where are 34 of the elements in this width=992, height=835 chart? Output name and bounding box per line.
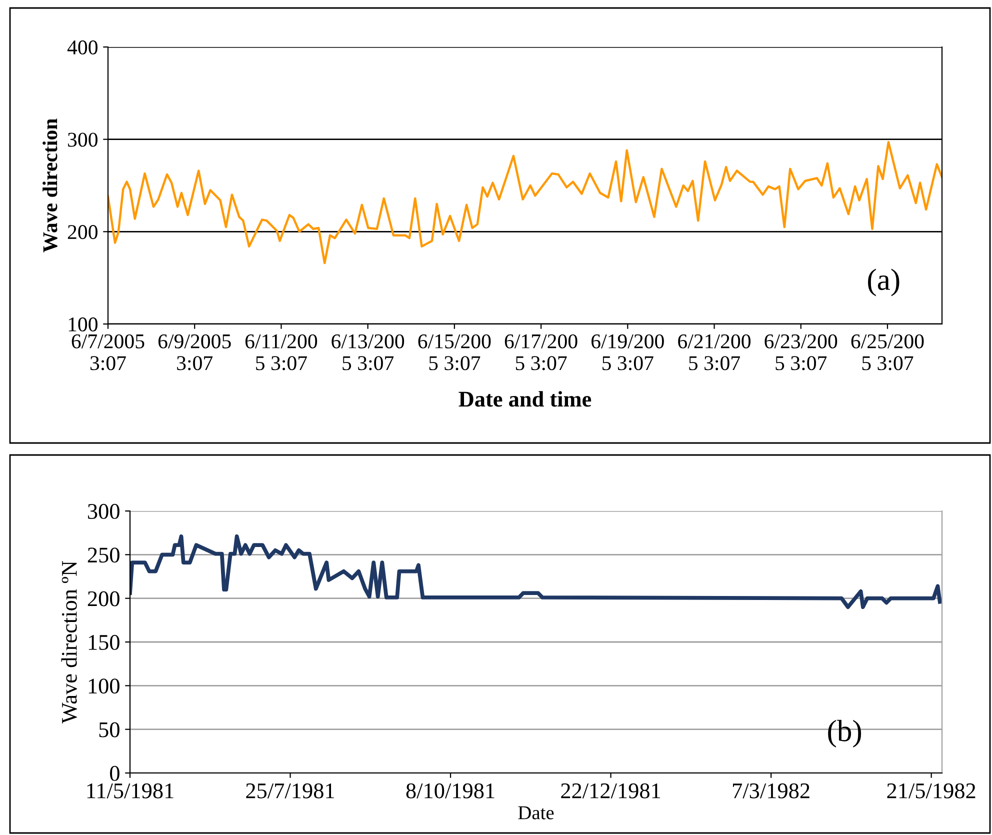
- y-axis-title: Wave direction: [42, 118, 58, 252]
- x-tick-label: 6/21/200 5 3:07: [678, 334, 751, 370]
- x-tick-label: 6/11/200 5 3:07: [245, 334, 318, 370]
- x-axis-title: Date and time: [458, 391, 592, 407]
- y-tick-label: 50: [99, 722, 120, 738]
- x-tick-label: 6/23/200 5 3:07: [764, 334, 838, 370]
- x-tick-label: 7/3/1982: [733, 783, 810, 798]
- annotation: (a): [868, 268, 900, 296]
- y-axis-title: Wave direction ºN: [61, 560, 77, 724]
- x-tick-label: 6/7/2005 3:07: [72, 334, 144, 370]
- x-tick-label: 25/7/1981: [246, 783, 334, 798]
- x-tick-label: 6/15/200 5 3:07: [418, 334, 491, 370]
- y-tick-label: 0: [110, 766, 120, 781]
- x-tick-label: 8/10/1981: [406, 783, 494, 798]
- x-tick-label: 6/9/2005 3:07: [158, 334, 231, 370]
- x-tick-label: 22/12/1981: [561, 783, 660, 798]
- y-tick-label: 200: [88, 591, 120, 606]
- x-tick-label: 11/5/1981: [87, 783, 174, 798]
- x-tick-label: 21/5/1982: [887, 783, 976, 798]
- y-tick-label: 300: [68, 132, 98, 147]
- y-tick-label: 100: [88, 678, 120, 694]
- line-series: [130, 534, 942, 610]
- x-tick-label: 6/19/200 5 3:07: [592, 334, 664, 370]
- y-tick-label: 100: [68, 317, 98, 332]
- y-tick-label: 200: [68, 225, 98, 240]
- x-axis-title: Date: [518, 806, 554, 820]
- y-tick-label: 250: [88, 548, 120, 563]
- x-tick-label: 6/13/200 5 3:07: [332, 334, 404, 370]
- annotation: (b): [828, 720, 862, 748]
- x-tick-label: 6/17/200 5 3:07: [504, 334, 578, 370]
- y-tick-label: 400: [67, 40, 98, 54]
- x-tick-label: 6/25/200 5 3:07: [851, 334, 924, 370]
- y-tick-label: 300: [88, 504, 120, 519]
- y-tick-label: 150: [88, 634, 120, 650]
